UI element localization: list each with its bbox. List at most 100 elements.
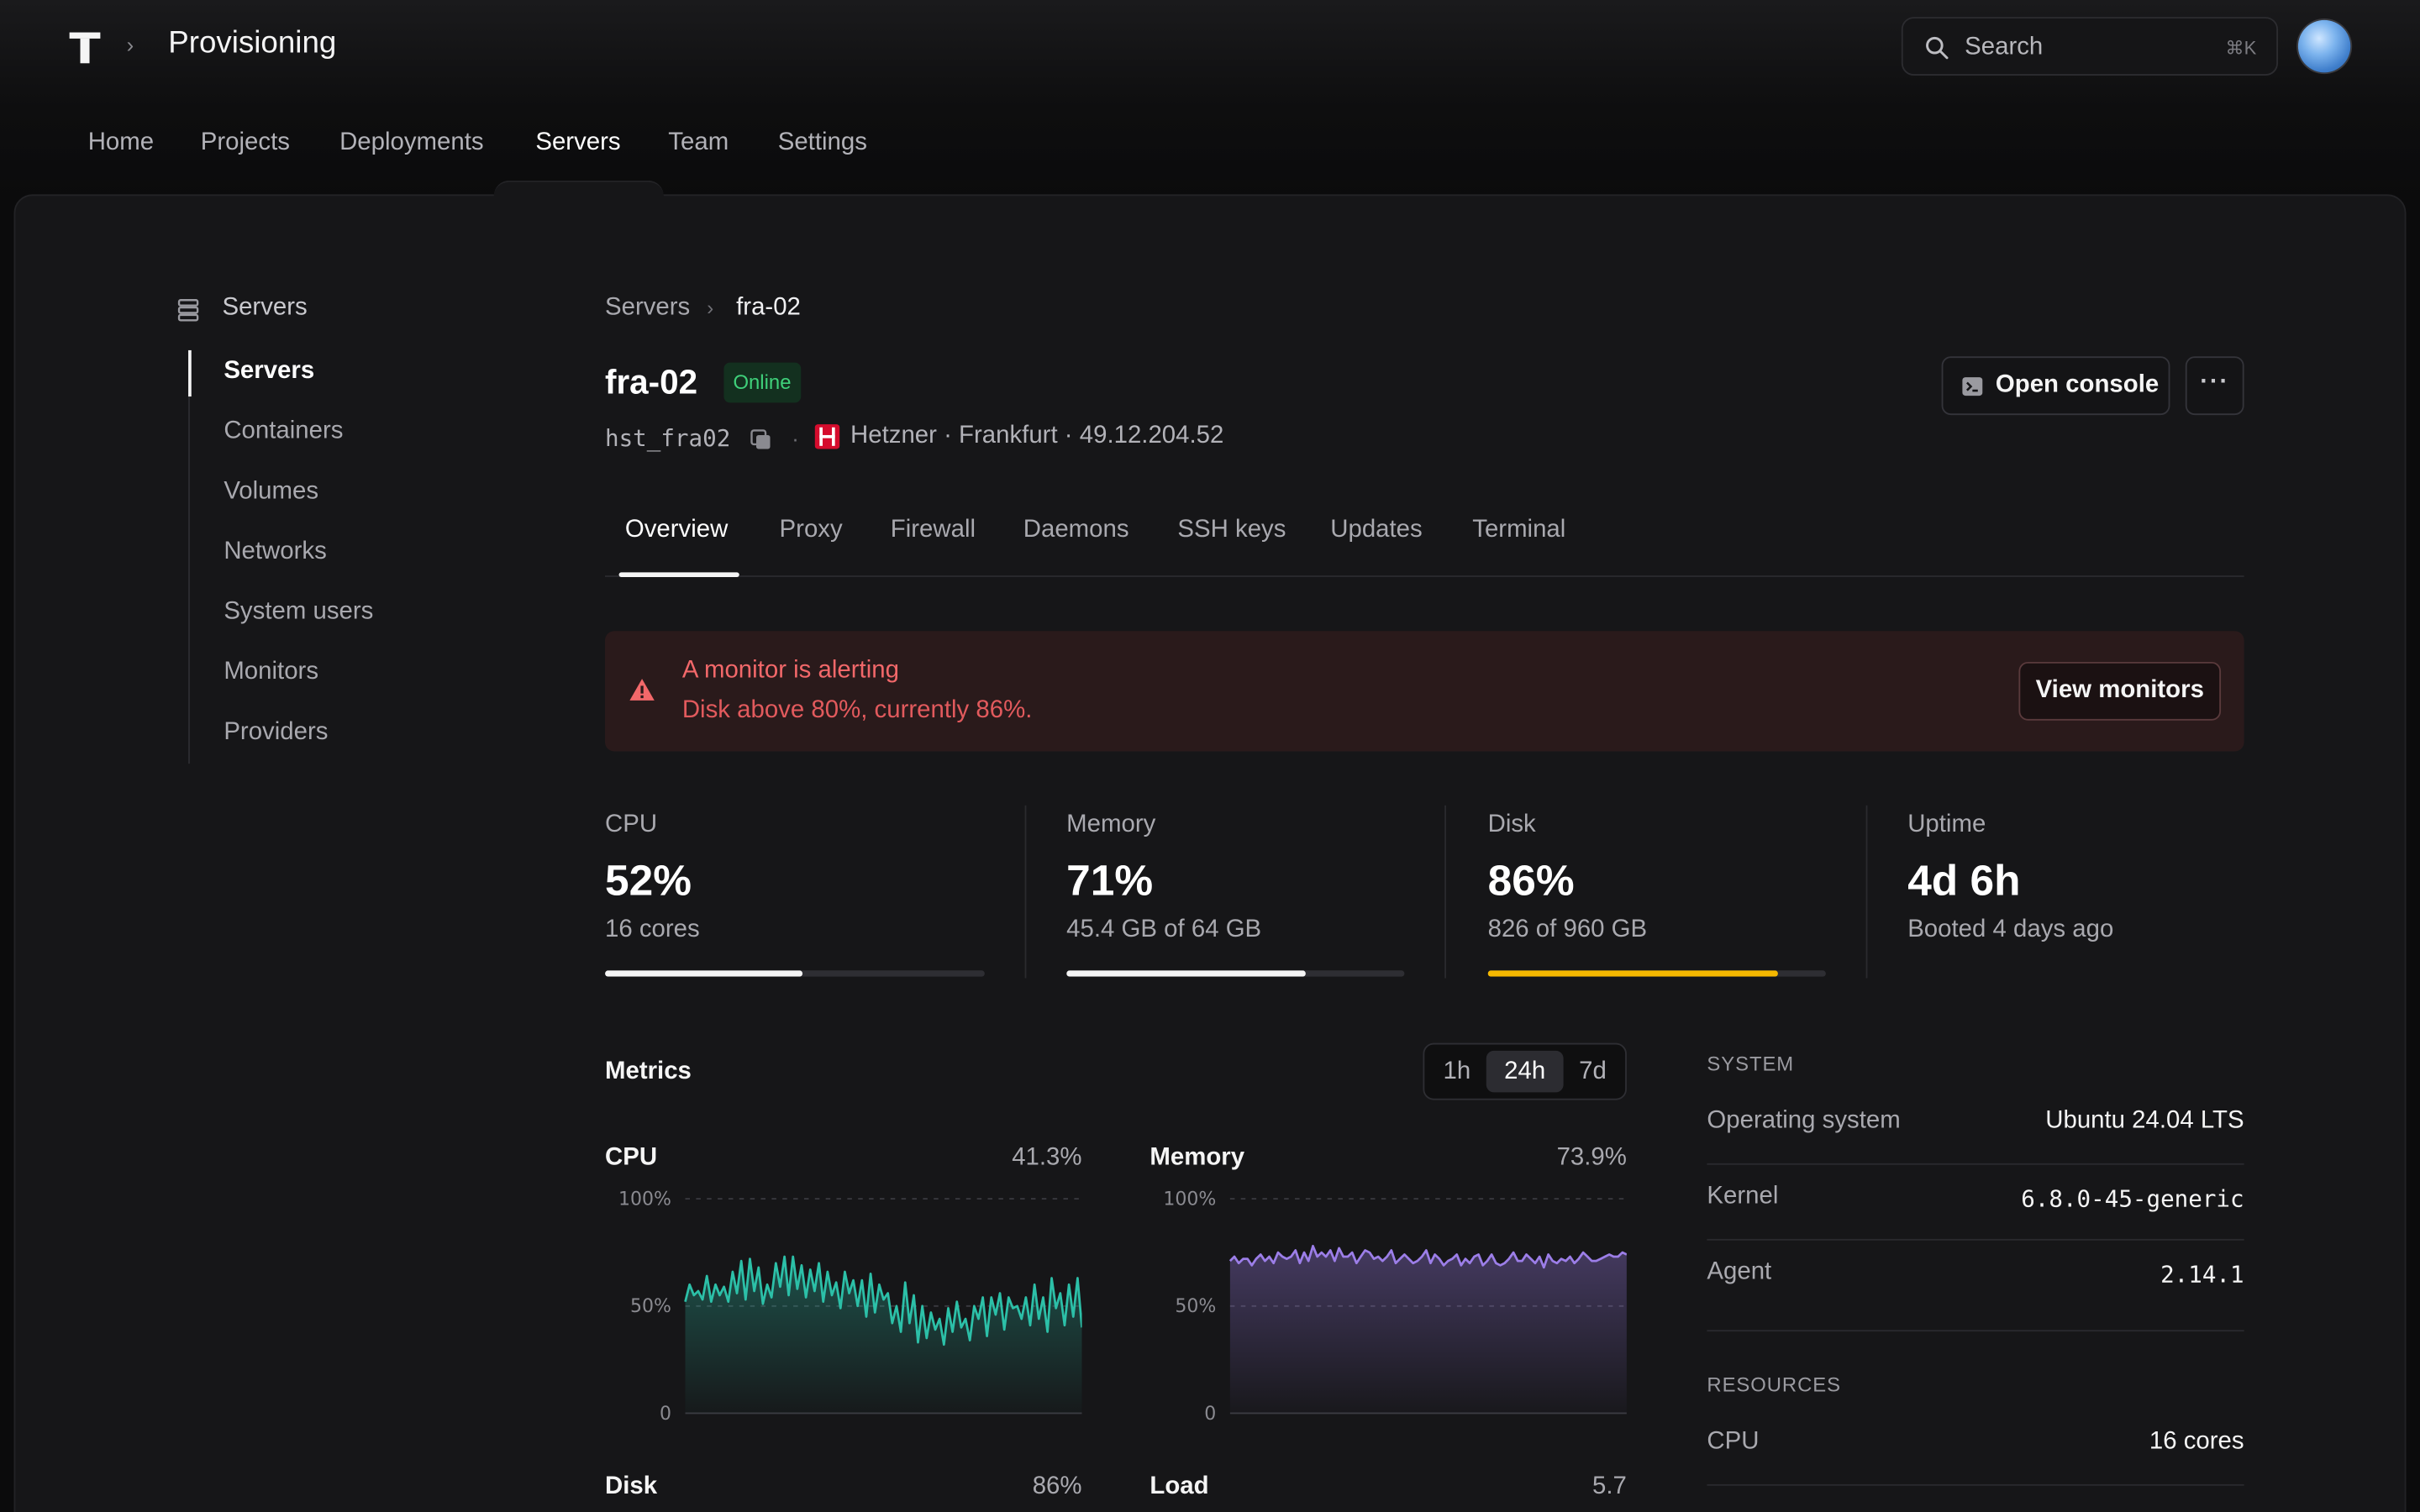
detail-row-agent: Agent 2.14.1 [1707,1239,2244,1332]
warning-icon [629,679,655,701]
stat-detail: 45.4 GB of 64 GB [1066,916,1262,943]
nav-settings[interactable]: Settings [777,129,867,156]
stat-divider [1865,805,1868,979]
app-title: Provisioning [168,26,337,60]
stat-uptime: Uptime 4d 6h Booted 4 days ago [1907,806,2244,979]
disk-progress-fill [1487,970,1779,977]
view-monitors-button[interactable]: View monitors [2018,661,2222,721]
detail-value: 16 cores [2149,1428,2244,1456]
hetzner-logo-icon [814,424,840,449]
sidebar-item-networks[interactable]: Networks [224,538,327,565]
stat-detail: 16 cores [605,916,700,943]
detail-row-os: Operating system Ubuntu 24.04 LTS [1707,1088,2244,1165]
tab-daemons[interactable]: Daemons [1023,517,1129,543]
nav-home[interactable]: Home [87,129,155,156]
monitor-alert-banner: A monitor is alerting Disk above 80%, cu… [605,631,2244,752]
tabs-divider [605,575,2244,577]
active-tab-indicator [618,572,739,577]
sidebar-active-indicator [188,349,192,397]
tab-terminal[interactable]: Terminal [1472,517,1566,543]
y-tick-label: 50% [1175,1296,1216,1317]
range-1h[interactable]: 1h [1443,1058,1471,1085]
tab-proxy[interactable]: Proxy [779,517,843,543]
active-nav-indicator [493,180,664,201]
load-chart: Load 5.7 [1150,1473,1627,1512]
nav-servers[interactable]: Servers [535,129,621,156]
detail-value: 2.14.1 [2160,1260,2244,1289]
stat-value: 52% [605,856,692,905]
memory-chart: Memory 73.9% 100% 50% 0 [1150,1145,1627,1431]
sidebar-item-containers[interactable]: Containers [224,417,344,444]
terminal-icon [1962,377,1983,396]
stat-value: 71% [1066,856,1154,905]
chart-title: Memory [1150,1144,1245,1172]
breadcrumb-current: fra-02 [736,294,801,322]
search-placeholder: Search [1965,34,2044,60]
y-tick-label: 100% [618,1189,671,1210]
search-shortcut: ⌘K [2225,37,2257,59]
cpu-progress-fill [605,970,802,977]
series-area [1229,1246,1627,1414]
logo-icon[interactable] [68,31,102,65]
nav-projects[interactable]: Projects [200,129,290,156]
chart-current-value: 41.3% [1012,1144,1082,1172]
stat-detail: Booted 4 days ago [1907,916,2114,943]
chart-current-value: 5.7 [1592,1473,1627,1500]
open-console-label: Open console [1995,371,2160,398]
memory-progress-fill [1066,970,1307,977]
chart-current-value: 86% [1032,1473,1082,1500]
sidebar-item-system-users[interactable]: System users [224,598,374,625]
detail-key: Operating system [1707,1107,1901,1134]
detail-value: 6.8.0-45-generic [2021,1184,2244,1213]
y-tick-label: 0 [1204,1404,1216,1425]
more-icon: ··· [2200,368,2230,396]
alert-title: A monitor is alerting [681,657,899,684]
stat-divider [1024,805,1027,979]
tab-overview[interactable]: Overview [624,517,729,543]
series-area [685,1257,1082,1414]
status-badge: Online [723,362,801,403]
stat-cpu: CPU 52% 16 cores [605,806,985,979]
tab-updates[interactable]: Updates [1330,517,1423,543]
sidebar-item-providers[interactable]: Providers [224,718,329,746]
stat-label: Memory [1066,811,1156,838]
detail-value: Ubuntu 24.04 LTS [2045,1107,2244,1134]
cpu-chart-plot: 100% 50% 0 [618,1189,1082,1425]
range-24h[interactable]: 24h [1486,1050,1564,1093]
stat-value: 4d 6h [1907,856,2021,905]
chevron-right-icon: › [707,296,714,320]
more-actions-button[interactable]: ··· [2185,356,2244,416]
stat-label: Uptime [1907,811,1986,838]
stat-memory: Memory 71% 45.4 GB of 64 GB [1066,806,1405,979]
memory-progress-bar [1066,970,1405,977]
chart-title: Load [1150,1473,1209,1500]
alert-message: Disk above 80%, currently 86%. [681,697,1033,724]
series-line [684,1255,1082,1347]
tab-firewall[interactable]: Firewall [890,517,976,543]
sidebar-item-volumes[interactable]: Volumes [224,478,319,505]
top-bar: › Provisioning Search ⌘K [0,0,2420,96]
range-7d[interactable]: 7d [1579,1058,1607,1085]
tab-ssh-keys[interactable]: SSH keys [1177,517,1286,543]
detail-key: CPU [1707,1428,1760,1456]
avatar[interactable] [2297,19,2351,73]
sidebar-item-servers[interactable]: Servers [224,358,315,385]
nav-team[interactable]: Team [668,129,729,156]
breadcrumb-parent[interactable]: Servers [605,294,691,322]
copy-icon[interactable] [750,429,772,451]
search-icon [1926,36,1949,60]
stat-value: 86% [1487,856,1575,905]
nav-deployments[interactable]: Deployments [339,129,484,156]
open-console-button[interactable]: Open console [1941,356,2170,416]
sidebar-rail [188,349,190,764]
metrics-title: Metrics [605,1058,692,1085]
search-input[interactable]: Search ⌘K [1901,17,2279,76]
memory-chart-plot: 100% 50% 0 [1163,1189,1627,1425]
sidebar-heading: Servers [222,294,308,322]
server-stack-icon [177,299,199,322]
cpu-progress-bar [605,970,985,977]
time-range-selector: 1h 24h 7d [1423,1042,1627,1100]
chart-current-value: 73.9% [1556,1144,1627,1172]
sidebar-item-monitors[interactable]: Monitors [224,659,319,685]
